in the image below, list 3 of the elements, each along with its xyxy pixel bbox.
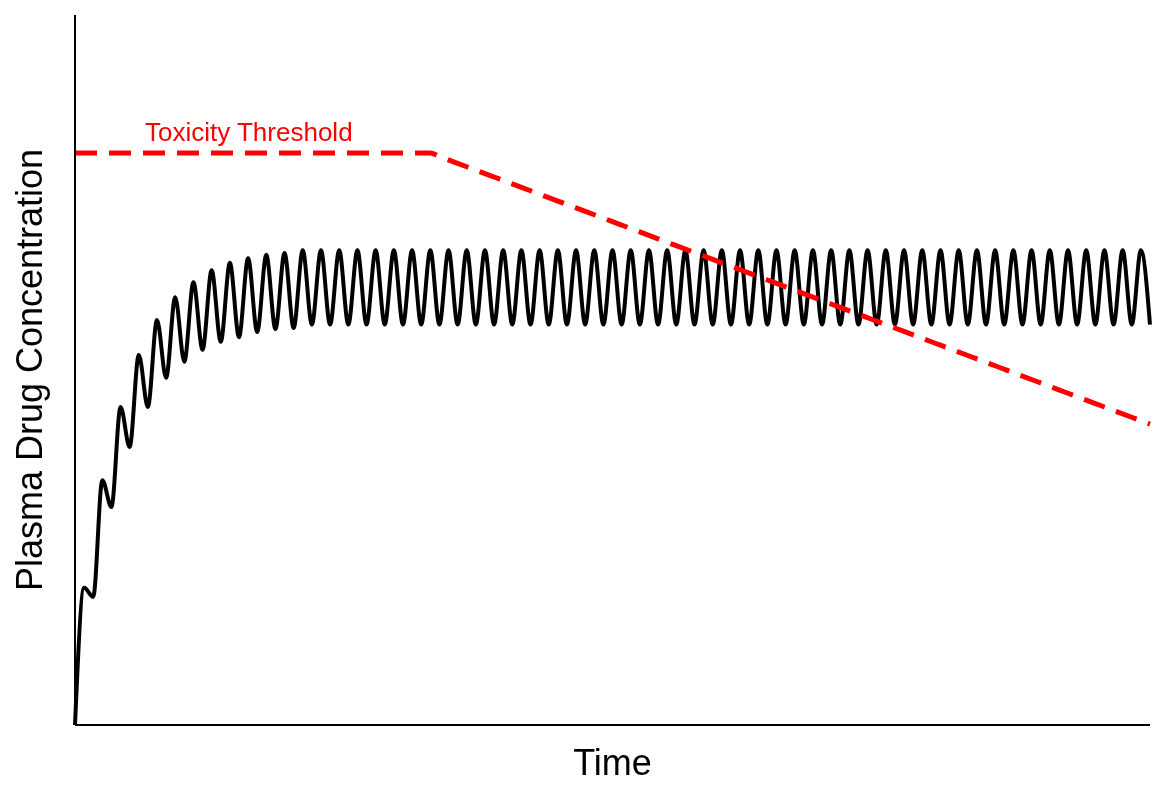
- series-label: Toxicity Threshold: [145, 117, 353, 147]
- y-axis-title: Plasma Drug Concentration: [9, 148, 50, 592]
- x-axis-title: Time: [573, 742, 652, 783]
